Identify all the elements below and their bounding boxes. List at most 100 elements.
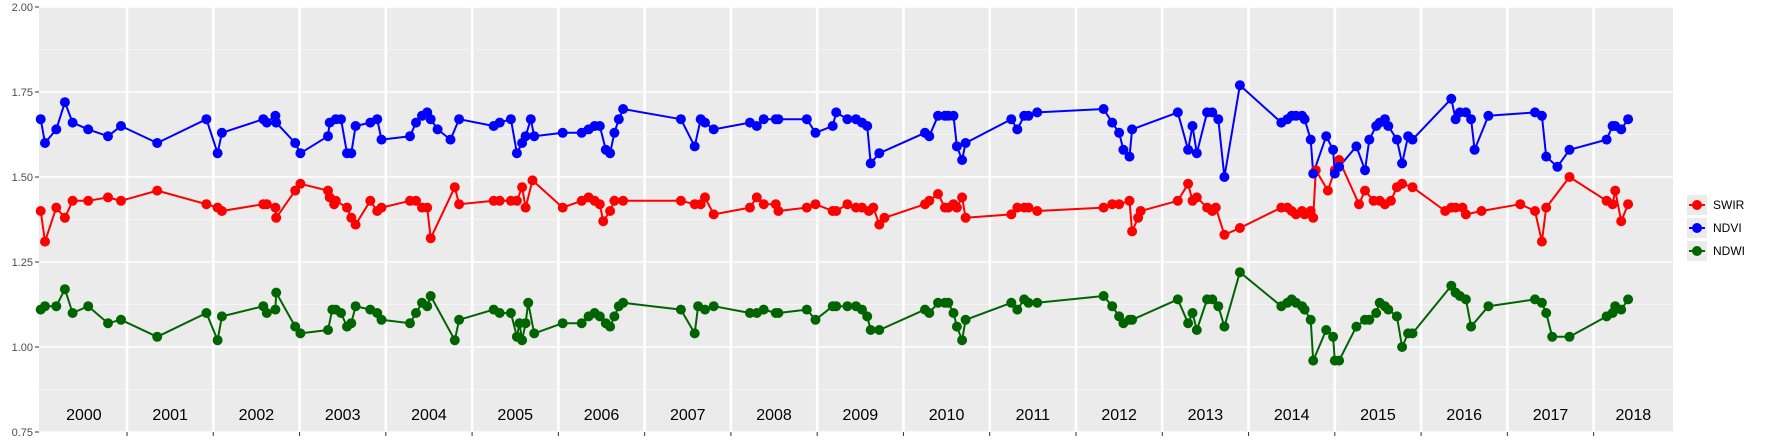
data-point-swir [152, 185, 163, 196]
year-label: 2017 [1533, 407, 1569, 424]
data-point-ndwi [689, 328, 700, 339]
data-point-swir [1397, 178, 1408, 189]
data-point-ndwi [59, 284, 70, 295]
data-point-ndwi [422, 301, 433, 312]
data-point-ndvi [1364, 134, 1375, 145]
data-point-swir [1385, 195, 1396, 206]
data-point-swir [1006, 209, 1017, 220]
data-point-ndvi [454, 114, 465, 125]
data-point-ndvi [862, 121, 873, 131]
data-point-ndvi [613, 114, 624, 125]
data-point-swir [365, 195, 376, 206]
data-point-ndvi [1207, 107, 1218, 118]
data-point-swir [1360, 185, 1370, 196]
data-point-ndvi [1299, 114, 1310, 125]
data-point-ndwi [336, 308, 346, 318]
data-point-ndvi [758, 114, 769, 125]
data-point-swir [1098, 202, 1109, 213]
data-point-ndvi [51, 124, 62, 135]
data-point-ndwi [1006, 297, 1017, 308]
data-point-swir [494, 195, 505, 206]
data-point-swir [1450, 202, 1461, 213]
data-point-swir [1515, 199, 1526, 210]
data-point-ndvi [957, 155, 968, 165]
data-point-ndvi [505, 114, 516, 125]
data-point-ndvi [1360, 165, 1370, 176]
data-point-ndvi [689, 141, 700, 152]
data-point-swir [83, 195, 94, 206]
data-point-ndvi [1564, 144, 1575, 155]
data-point-ndwi [1547, 331, 1558, 342]
data-point-ndvi [1191, 148, 1202, 159]
data-point-swir [1607, 199, 1618, 210]
data-point-ndvi [1124, 151, 1135, 162]
data-point-ndvi [432, 124, 443, 135]
data-point-ndvi [708, 124, 719, 135]
data-point-ndwi [594, 311, 605, 322]
year-label: 2010 [929, 407, 965, 424]
data-point-swir [801, 202, 812, 213]
y-tick-label: 1.75 [12, 87, 33, 99]
data-point-ndvi [751, 121, 762, 131]
data-point-ndwi [1483, 301, 1494, 312]
data-point-ndwi [618, 297, 629, 308]
data-point-swir [261, 199, 272, 210]
data-point-ndvi [831, 107, 842, 118]
data-point-swir [1124, 195, 1135, 206]
year-label: 2012 [1101, 407, 1137, 424]
data-point-ndvi [346, 148, 357, 159]
data-point-ndvi [1305, 134, 1316, 145]
data-point-swir [270, 202, 281, 213]
data-point-ndwi [700, 304, 710, 315]
year-label: 2016 [1446, 407, 1482, 424]
data-point-ndvi [216, 127, 227, 138]
data-point-ndvi [1334, 161, 1345, 172]
data-point-swir [411, 195, 421, 206]
data-point-swir [557, 202, 568, 213]
data-point-ndwi [505, 308, 516, 318]
data-point-ndwi [1172, 294, 1183, 305]
year-label: 2005 [497, 407, 533, 424]
data-point-swir [618, 195, 629, 206]
data-point-ndvi [405, 131, 415, 142]
data-point-ndwi [758, 304, 769, 315]
data-point-swir [1135, 206, 1146, 216]
data-point-ndwi [1334, 355, 1345, 366]
data-point-swir [201, 199, 212, 210]
data-point-ndwi [1623, 294, 1634, 305]
data-point-ndvi [557, 127, 568, 138]
data-point-swir [1308, 212, 1319, 223]
series-layer [35, 80, 1634, 366]
legend-key-ndvi [1692, 223, 1702, 233]
data-point-swir [1541, 202, 1552, 213]
data-point-ndwi [1466, 321, 1477, 332]
data-point-ndwi [152, 331, 163, 342]
data-point-swir [1191, 192, 1202, 203]
data-point-ndwi [346, 318, 357, 329]
data-point-swir [960, 212, 971, 223]
data-point-ndvi [1032, 107, 1043, 118]
data-point-ndwi [295, 328, 306, 339]
data-point-ndvi [271, 117, 282, 128]
data-point-swir [605, 206, 616, 216]
data-point-ndvi [525, 114, 536, 125]
data-point-swir [700, 192, 710, 203]
y-tick-label: 1.50 [12, 172, 33, 184]
data-point-swir [708, 209, 719, 220]
data-point-ndvi [511, 148, 522, 159]
data-point-ndvi [1466, 114, 1477, 125]
data-point-ndvi [1536, 110, 1547, 121]
data-point-ndwi [1397, 342, 1408, 352]
y-tick-label: 2.00 [12, 2, 33, 14]
data-point-ndwi [1187, 308, 1198, 318]
data-point-ndvi [1114, 127, 1125, 138]
data-point-swir [454, 199, 465, 210]
data-point-swir [1407, 182, 1418, 193]
data-point-swir [933, 189, 943, 199]
data-point-ndwi [1460, 294, 1471, 305]
data-point-ndvi [933, 110, 943, 121]
data-point-swir [330, 195, 341, 206]
data-point-ndwi [67, 308, 78, 318]
data-point-ndwi [1023, 297, 1034, 308]
